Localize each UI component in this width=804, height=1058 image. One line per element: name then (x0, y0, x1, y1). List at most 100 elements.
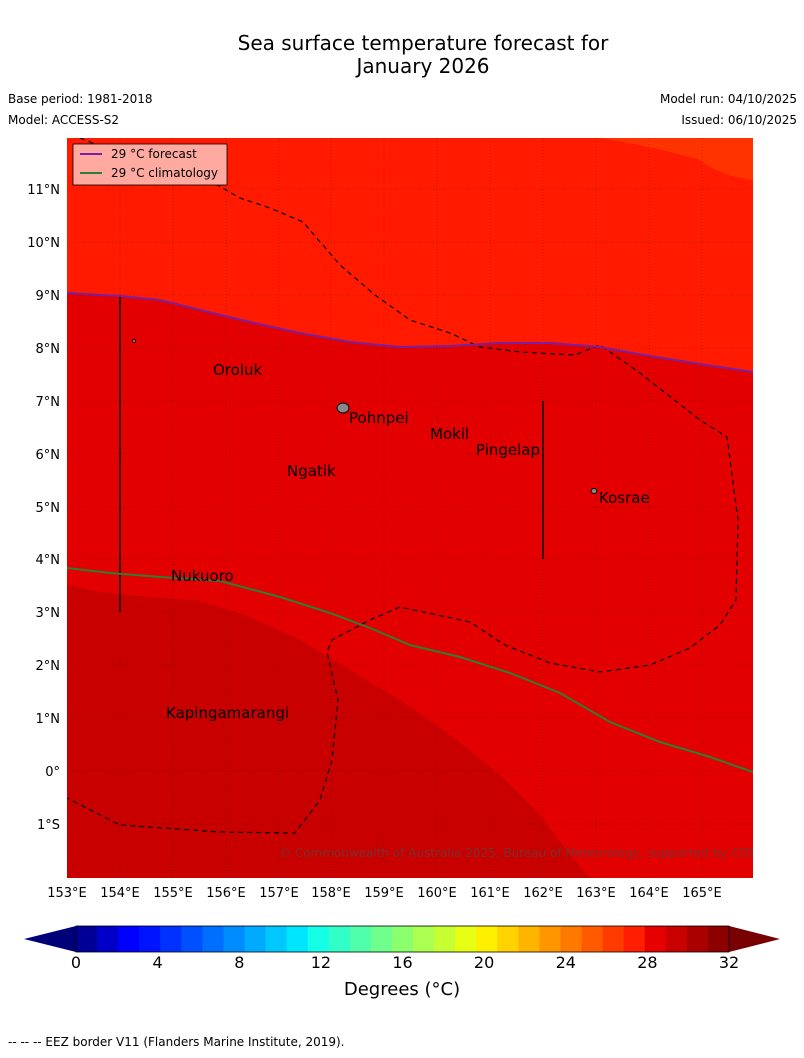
colorbar-cell (160, 926, 182, 952)
colorbar-cell (139, 926, 161, 952)
colorbar-cell (602, 926, 625, 952)
lat-label: 2°N (36, 659, 61, 674)
legend-forecast-label: 29 °C forecast (111, 147, 197, 161)
colorbar-tick-label: 16 (392, 953, 412, 972)
place-ngatik: Ngatik (287, 462, 336, 480)
colorbar-tick-label: 12 (311, 953, 331, 972)
colorbar-over-arrow (729, 926, 780, 952)
band-28-29 (67, 585, 590, 878)
place-pohnpei: Pohnpei (349, 409, 409, 427)
colorbar-cell (223, 926, 246, 952)
colorbar-cell (118, 926, 140, 952)
colorbar-cell (286, 926, 309, 952)
colorbar-tick-label: 20 (474, 953, 494, 972)
pohnpei-island-icon (336, 402, 350, 414)
colorbar-label: Degrees (°C) (343, 979, 461, 1000)
lat-label: 6°N (36, 448, 61, 463)
eez-borders (67, 138, 739, 834)
eez-footnote: -- -- -- EEZ border V11 (Flanders Marine… (8, 1035, 345, 1049)
lat-label: 4°N (36, 553, 61, 568)
colorbar-cell (518, 926, 540, 952)
colorbar-cell (497, 926, 519, 952)
model-run: Model run: 04/10/2025 (659, 92, 797, 106)
colorbar-cell (476, 926, 498, 952)
islet-icon (132, 339, 136, 343)
colorbar-cell (644, 926, 667, 952)
lon-label: 155°E (153, 886, 193, 901)
lat-label: 0° (45, 765, 60, 780)
colorbar-cell (76, 926, 98, 952)
colorbar-cell (455, 926, 477, 952)
colorbar-tick-label: 8 (234, 953, 244, 972)
kosrae-island-icon (590, 488, 598, 494)
place-mokil: Mokil (430, 425, 469, 443)
place-kapingamarangi: Kapingamarangi (166, 704, 289, 722)
colorbar-tick-label: 0 (71, 953, 81, 972)
title-line-1: Sea surface temperature forecast for (237, 31, 609, 55)
lon-label: 153°E (47, 886, 87, 901)
legend: 29 °C forecast 29 °C climatology (72, 143, 228, 186)
legend-climatology-label: 29 °C climatology (111, 166, 218, 180)
lon-label: 164°E (629, 886, 669, 901)
lat-label: 1°S (37, 818, 60, 833)
latitude-axis: 11°N 10°N 9°N 8°N 7°N 6°N 5°N 4°N 3°N 2°… (27, 183, 60, 833)
lon-label: 161°E (470, 886, 510, 901)
climatology-29c-contour (67, 567, 753, 773)
colorbar-cell (265, 926, 288, 952)
copyright-notice: © Commonwealth of Australia 2025, Bureau… (279, 846, 784, 860)
colorbar-cell (391, 926, 414, 952)
gridlines (67, 138, 753, 878)
lon-label: 157°E (259, 886, 299, 901)
colorbar-cell (581, 926, 604, 952)
colorbar-cell (244, 926, 267, 952)
colorbar-cell (202, 926, 224, 952)
lon-label: 160°E (417, 886, 457, 901)
place-nukuoro: Nukuoro (171, 567, 234, 585)
colorbar-under-arrow (24, 926, 76, 952)
colorbar-cell (434, 926, 456, 952)
lon-label: 158°E (311, 886, 351, 901)
lat-label: 5°N (36, 501, 61, 516)
colorbar-tick-label: 32 (719, 953, 739, 972)
title-line-2: January 2026 (356, 54, 490, 78)
colorbar: 0 4 8 12 16 20 24 28 32 (24, 925, 780, 972)
colorbar-tick-label: 28 (637, 953, 657, 972)
forecast-29c-contour (67, 292, 753, 373)
lon-label: 156°E (206, 886, 246, 901)
chart-title: Sea surface temperature forecast for Jan… (0, 32, 804, 78)
colorbar-cell (707, 926, 730, 952)
colorbar-cell (539, 926, 561, 952)
band-31-32 (600, 138, 753, 180)
place-oroluk: Oroluk (213, 361, 262, 379)
colorbar-cell (97, 926, 119, 952)
base-period: Base period: 1981-2018 (8, 92, 153, 106)
place-pingelap: Pingelap (476, 441, 540, 459)
lon-label: 162°E (523, 886, 563, 901)
colorbar-cell (623, 926, 646, 952)
lat-label: 1°N (36, 712, 61, 727)
colorbar-cell (349, 926, 372, 952)
lon-label: 159°E (364, 886, 404, 901)
issued-date: Issued: 06/10/2025 (681, 113, 797, 127)
lon-label: 163°E (576, 886, 616, 901)
colorbar-cell (560, 926, 583, 952)
colorbar-cell (686, 926, 709, 952)
colorbar-cell (413, 926, 435, 952)
colorbar-cell (307, 926, 330, 952)
lat-label: 7°N (36, 395, 61, 410)
lat-label: 8°N (36, 342, 61, 357)
colorbar-tick-label: 4 (153, 953, 163, 972)
lat-label: 9°N (36, 289, 61, 304)
lat-label: 10°N (27, 236, 60, 251)
lon-label: 154°E (100, 886, 140, 901)
lon-label: 165°E (682, 886, 722, 901)
longitude-axis: 153°E 154°E 155°E 156°E 157°E 158°E 159°… (47, 886, 722, 901)
colorbar-cell (181, 926, 203, 952)
colorbar-tick-label: 24 (556, 953, 576, 972)
lat-label: 11°N (27, 183, 60, 198)
lat-label: 3°N (36, 606, 61, 621)
map-area: Oroluk Pohnpei Mokil Pingelap Ngatik Kos… (67, 138, 784, 878)
colorbar-cell (665, 926, 688, 952)
colorbar-cell (328, 926, 351, 952)
